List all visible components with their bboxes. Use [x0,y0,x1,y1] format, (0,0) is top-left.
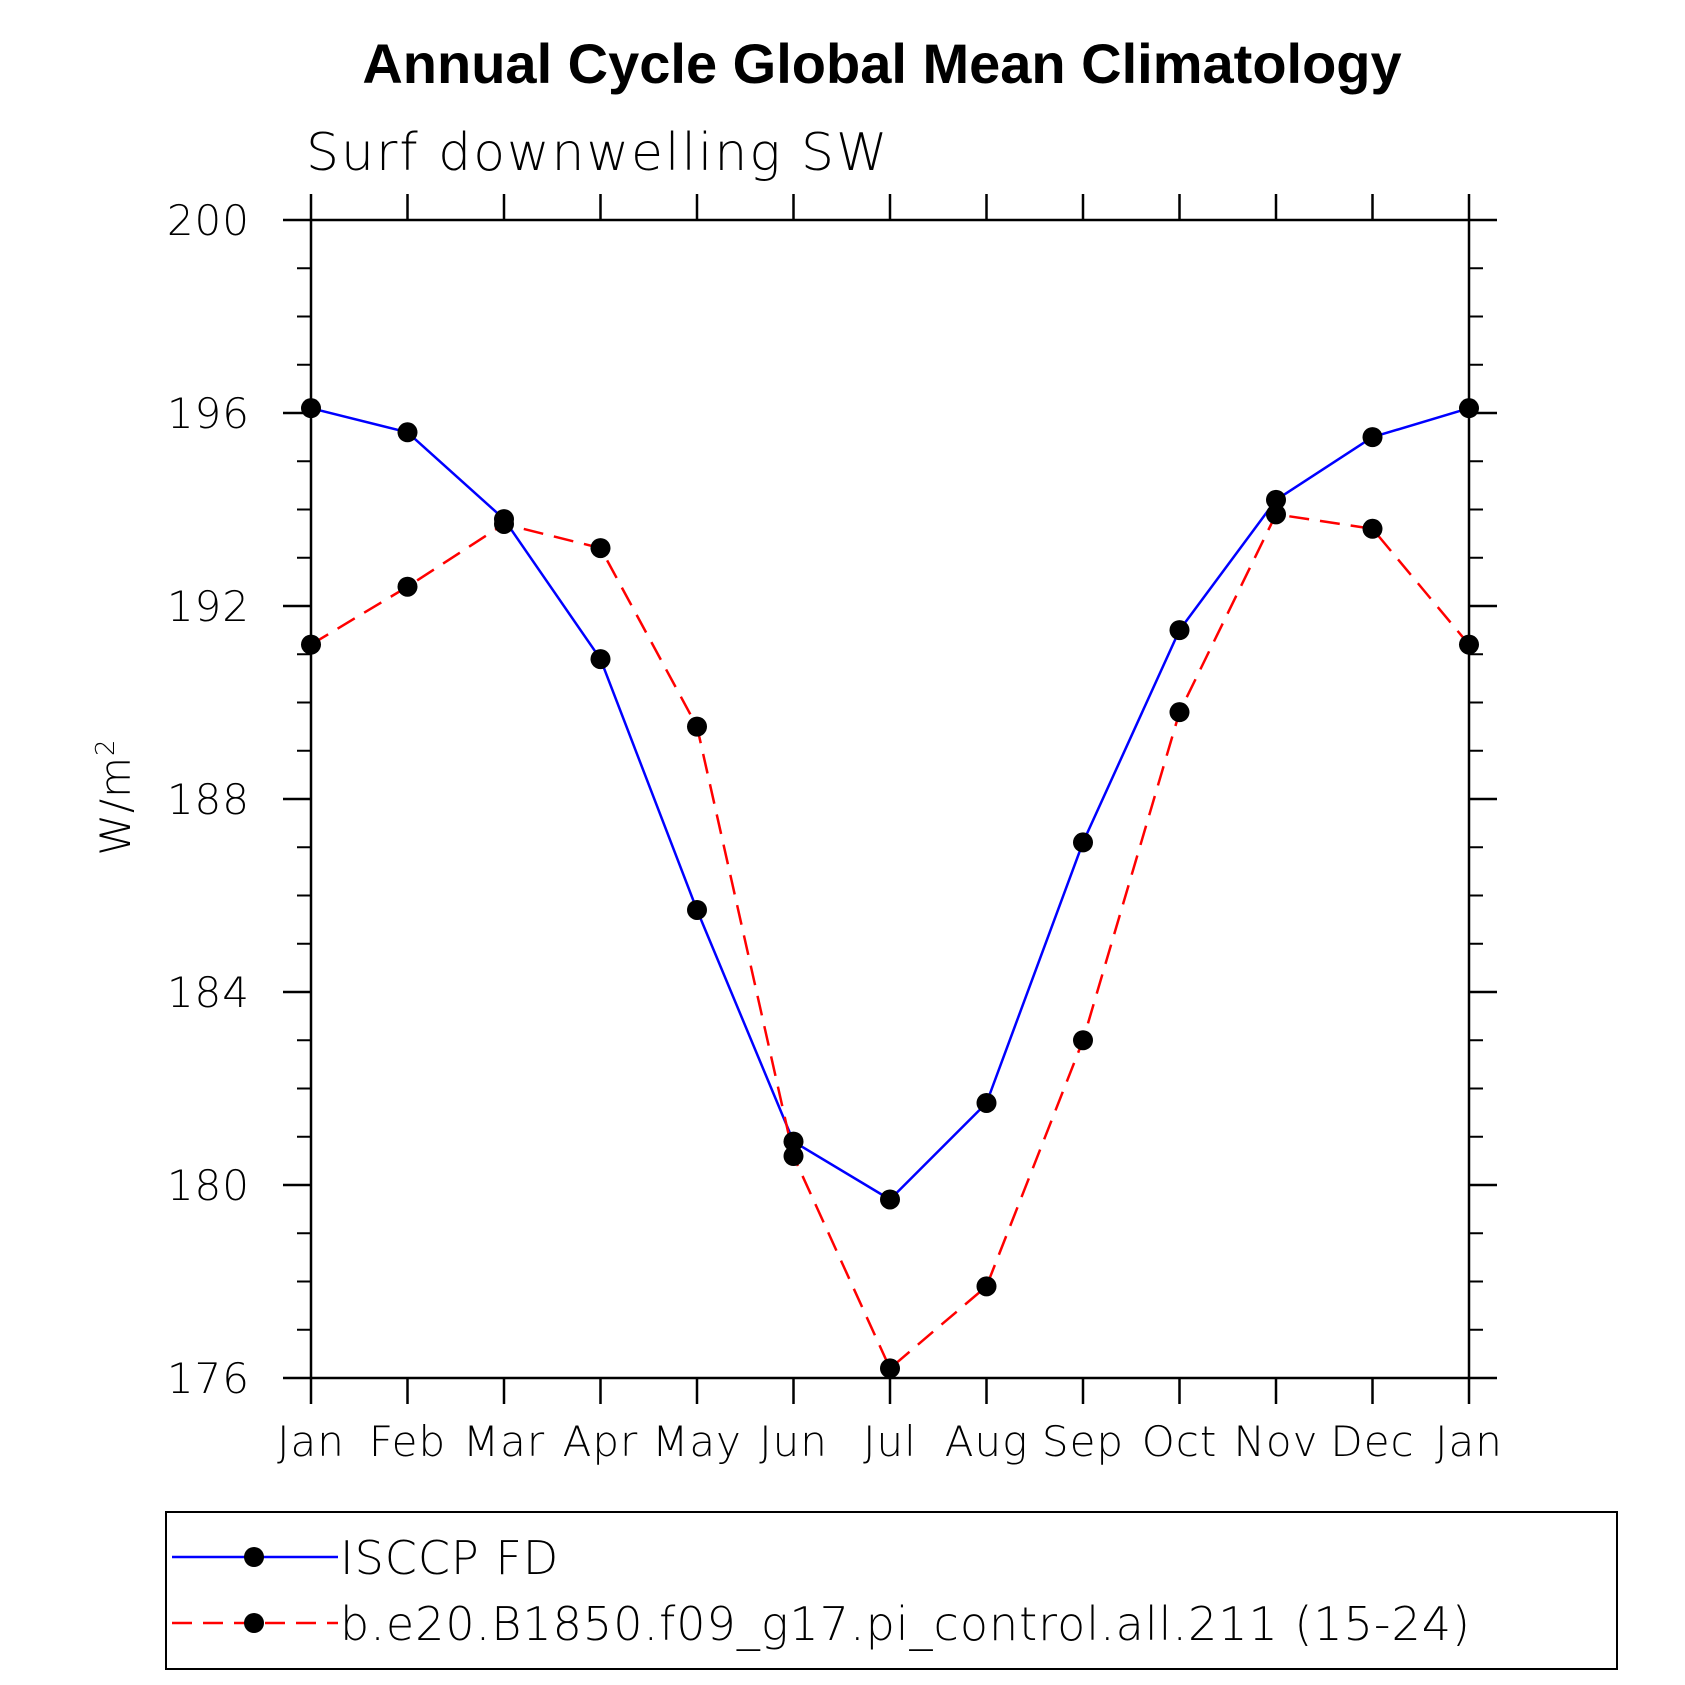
series-0-point [783,1131,804,1152]
y-tick-label: 188 [167,775,250,824]
y-tick-label: 196 [167,389,250,438]
axes: Jan Feb Mar Apr May Jun Jul Aug Sep Oct Nov Dec Jan 1… [167,194,1503,1466]
series-0-point [397,422,418,443]
x-tick-label: May [652,1417,742,1466]
x-tick-label: Jan [1435,1417,1503,1466]
x-tick-label: Mar [463,1417,545,1466]
chart-subtitle: Surf downwelling SW [306,123,889,183]
x-tick-label: Feb [369,1417,446,1466]
x-tick-label: Nov [1234,1417,1319,1466]
series-1-point [301,634,321,655]
x-tick-label: Dec [1330,1417,1414,1466]
chart-title: Annual Cycle Global Mean Climatology [362,32,1401,95]
legend-marker-isccp [244,1547,264,1567]
series-1-point [976,1276,997,1297]
series-0-point [1266,489,1286,510]
legend-label-isccp: ISCCP FD [340,1531,559,1585]
x-tick-label: Apr [563,1417,639,1466]
legend-box [165,1511,1618,1670]
x-tick-label: Sep [1042,1417,1124,1466]
x-tick-label: Jan [277,1417,345,1466]
series-0-point [1459,398,1479,419]
y-axis-label: W/m2 [91,738,140,855]
legend-label-model: b.e20.B1850.f09_g17.pi_control.all.211 (… [340,1597,1471,1651]
y-tick-label: 200 [167,196,250,245]
legend: ISCCP FD b.e20.B1850.f09_g17.pi_control.… [165,1511,1618,1670]
y-tick-label: 176 [167,1354,250,1403]
series-1-point [494,513,514,534]
series-0-point [1073,832,1093,853]
series-0-point [880,1189,900,1210]
y-tick-label: 184 [167,968,250,1017]
x-tick-label: Aug [945,1417,1029,1466]
series-1-point [880,1358,900,1379]
series-0-point [301,398,321,419]
series-layer [301,398,1479,1379]
series-0-point [1362,427,1383,448]
series-0-point [687,899,707,920]
series-0-point [1169,620,1190,641]
series-1-point [1169,702,1190,723]
series-1-point [1459,634,1479,655]
series-0-point [976,1092,997,1113]
y-axis-label-text: W/m [91,756,140,856]
series-0-point [590,649,611,670]
y-tick-label: 180 [167,1161,250,1210]
series-1-point [1362,518,1383,539]
series-1-point [1266,504,1286,525]
series-1-point [397,576,418,597]
x-tick-label: Oct [1142,1417,1218,1466]
series-1-point [1073,1030,1093,1051]
series-1-point [783,1146,804,1167]
series-line-0 [310,406,1470,1201]
legend-marker-model [244,1613,264,1633]
series-1-point [687,716,707,737]
y-tick-label: 192 [167,582,250,631]
series-1-point [590,538,611,559]
y-axis-label-superscript: 2 [91,738,121,756]
x-tick-label: Jul [863,1417,917,1466]
x-tick-label: Jun [759,1417,828,1466]
series-line-1 [310,513,1470,1370]
